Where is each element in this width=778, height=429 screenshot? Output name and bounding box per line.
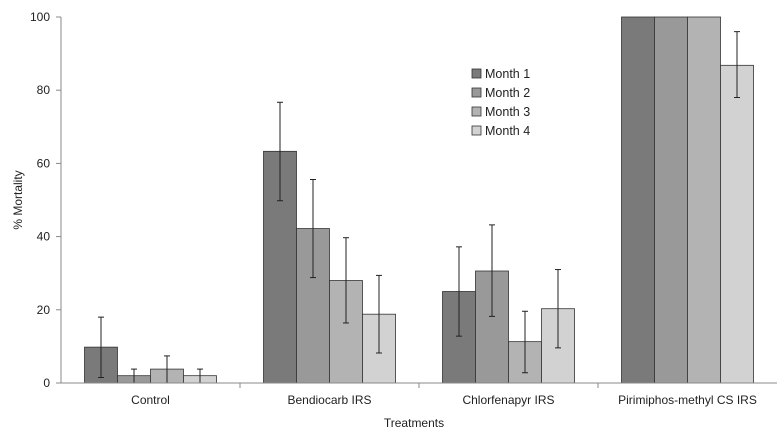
legend-swatch-month-4 (471, 125, 482, 136)
y-tick-label: 20 (37, 303, 51, 317)
x-axis-title: Treatments (384, 416, 444, 429)
legend-label: Month 1 (485, 67, 530, 81)
x-tick-label: Chlorfenapyr IRS (462, 393, 554, 407)
legend-swatch-month-1 (471, 68, 482, 79)
x-tick-label: Control (131, 393, 170, 407)
bar-month-4 (720, 64, 754, 384)
legend: Month 1 Month 2 Month 3 Month 4 (471, 67, 530, 138)
legend-swatch-month-2 (471, 87, 482, 98)
legend-swatch-month-3 (471, 106, 482, 117)
y-tick-label: 80 (37, 83, 51, 97)
bar-month-3 (687, 16, 721, 384)
y-tick-label: 40 (37, 230, 51, 244)
legend-label: Month 4 (485, 124, 530, 138)
legend-label: Month 2 (485, 86, 530, 100)
y-tick-label: 60 (37, 156, 51, 170)
legend-label: Month 3 (485, 105, 530, 119)
axes (60, 17, 777, 384)
y-axis-title: % Mortality (11, 170, 25, 229)
plot-area: 0 20 40 60 80 100 Control Bendiocarb IRS Chlorfe… (30, 10, 757, 407)
bar-month-1 (621, 16, 655, 384)
bar-month-2 (654, 16, 688, 384)
x-tick-label: Bendiocarb IRS (287, 393, 371, 407)
x-tick-label: Pirimiphos-methyl CS IRS (618, 393, 757, 407)
y-tick-label: 0 (43, 376, 50, 390)
y-tick-label: 100 (30, 10, 50, 24)
